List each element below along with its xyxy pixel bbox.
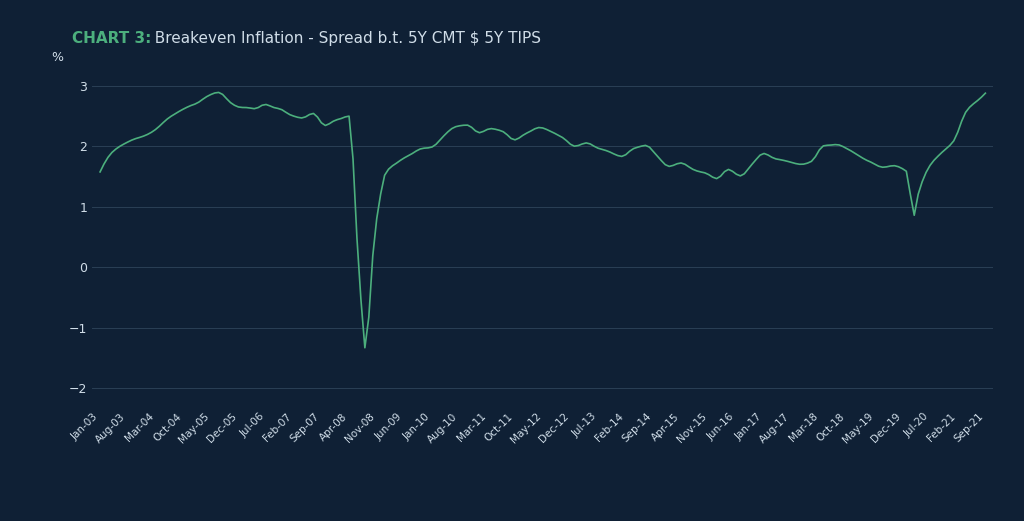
- Text: %: %: [51, 52, 63, 65]
- Text: Breakeven Inflation - Spread b.t. 5Y CMT $ 5Y TIPS: Breakeven Inflation - Spread b.t. 5Y CMT…: [145, 31, 542, 46]
- Text: CHART 3:: CHART 3:: [72, 31, 152, 46]
